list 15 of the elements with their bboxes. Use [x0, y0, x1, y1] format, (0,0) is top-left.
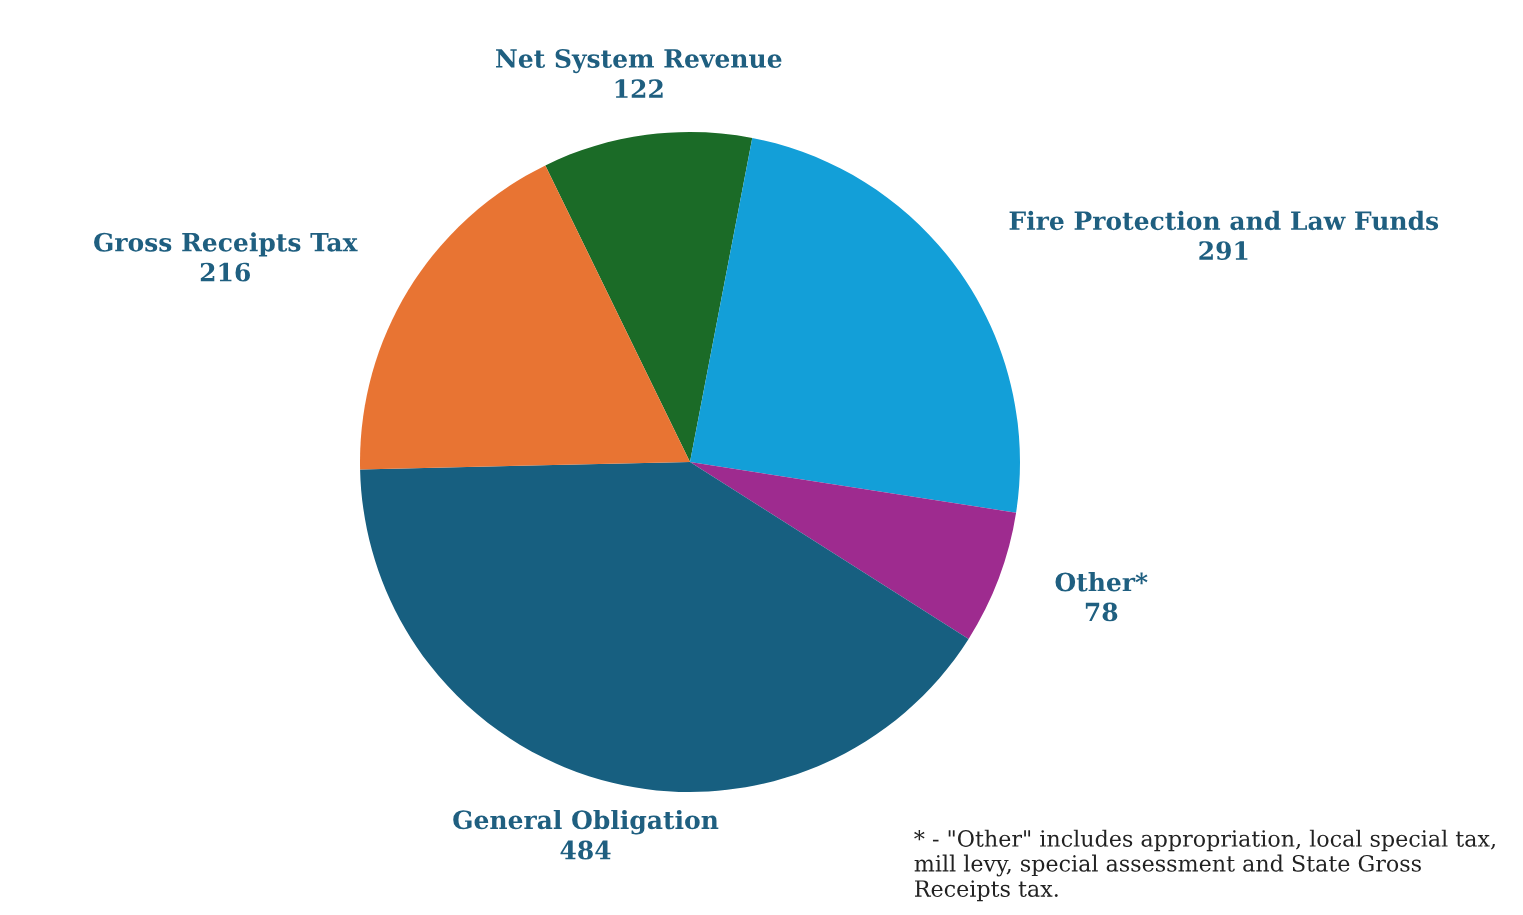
pie-slice — [690, 462, 1017, 639]
data-label: 216 — [200, 262, 250, 282]
pie-slice — [360, 165, 690, 470]
slice-label: Net System Revenue — [496, 49, 782, 74]
data-label: 484 — [560, 840, 611, 860]
data-label: 291 — [1199, 241, 1248, 261]
pie-slice — [360, 462, 969, 792]
data-label: 122 — [615, 79, 663, 98]
slice-label: Fire Protection and Law Funds — [1009, 210, 1439, 231]
data-label: 78 — [1085, 602, 1118, 622]
slice-label: Gross Receipts Tax — [94, 232, 358, 257]
slice-label: Other* — [1055, 572, 1148, 592]
slice-label: General Obligation — [453, 809, 719, 835]
text: * - "Other" includes appropriation, local special tax, mill levy, special assessment and State Gross Receipts tax. — [914, 829, 1495, 902]
pie-slice — [545, 132, 753, 462]
